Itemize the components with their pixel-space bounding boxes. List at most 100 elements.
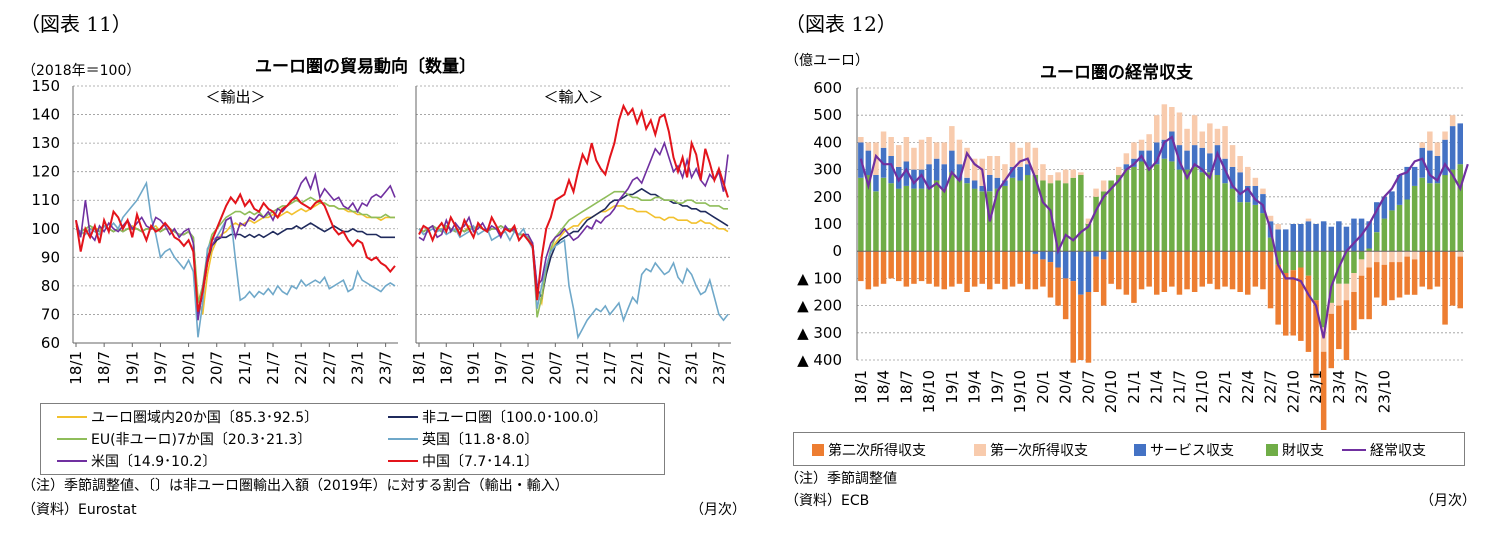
x-tick-label: 21/1 [1125, 370, 1143, 404]
bar-segment [1245, 185, 1251, 203]
bar-segment [1245, 251, 1251, 295]
bar-segment [1078, 251, 1084, 295]
bar-segment [1032, 175, 1039, 252]
bar-segment [911, 188, 917, 252]
x-tick-label: 21/1 [574, 351, 592, 385]
bar-segment [933, 180, 940, 252]
bar-segment [1404, 256, 1410, 295]
bar-segment [1305, 251, 1312, 276]
bar-segment [1396, 262, 1403, 298]
bar-segment [1100, 259, 1107, 306]
legend-label-noneuro: 非ユーロ圏〔100.0･100.0〕 [422, 410, 608, 426]
series-line-current-account [859, 135, 1469, 339]
bar-segment [1055, 172, 1061, 181]
legend-label-us: 米国〔14.9･10.2〕 [91, 454, 217, 470]
bar-segment [1275, 251, 1281, 265]
bar-segment [1336, 221, 1342, 252]
bar-segment [1002, 180, 1008, 186]
legend-item-china: 中国〔7.7･14.1〕 [388, 451, 538, 471]
x-tick-label: 19/7 [492, 351, 510, 385]
legend-label-china: 中国〔7.7･14.1〕 [422, 454, 539, 470]
bar-segment [1411, 251, 1418, 260]
bar-segment [1161, 139, 1168, 159]
bar-segment [1237, 251, 1243, 292]
x-tick-label: 18/4 [875, 370, 893, 404]
series-line-import-3 [418, 224, 729, 340]
bar-segment [1366, 248, 1372, 252]
bar-segment [994, 156, 1001, 178]
bar-segment [1085, 218, 1092, 224]
x-tick-label: 22/4 [1239, 370, 1257, 404]
bar-segment [1191, 251, 1198, 292]
legend-line-current [1342, 449, 1366, 451]
bar-segment [1396, 251, 1403, 263]
bar-segment [1358, 251, 1365, 260]
legend-item-current: 経常収支 [1342, 440, 1426, 460]
bar-segment [1131, 166, 1137, 252]
bar-segment [1093, 188, 1099, 197]
series-line-import-4 [418, 140, 729, 288]
bar-segment [1154, 251, 1160, 295]
fig12-period: （月次） [1420, 493, 1476, 509]
bar-segment [941, 142, 947, 165]
bar-segment [1085, 251, 1092, 292]
legend-item-eu7: EU(非ユーロ)7か国〔20.3･21.3〕 [57, 429, 311, 449]
bar-segment [1343, 300, 1350, 360]
bar-segment [1328, 226, 1334, 252]
series-line-export-5 [75, 192, 396, 312]
bar-segment [1078, 172, 1084, 175]
legend-label-goods: 財収支 [1282, 443, 1324, 459]
bar-segment [1442, 139, 1448, 176]
x-tick-label: 23/4 [1330, 370, 1348, 404]
fig11-legend: ユーロ圏域内20か国〔85.3･92.5〕 非ユーロ圏〔100.0･100.0〕… [40, 403, 665, 475]
x-tick-label: 19/7 [988, 370, 1006, 404]
x-tick-label: 19/7 [151, 351, 169, 385]
bar-segment [1313, 251, 1319, 301]
bar-segment [896, 251, 902, 282]
bar-segment [1032, 251, 1039, 254]
x-tick-label: 18/1 [410, 351, 428, 385]
bar-segment [1358, 259, 1365, 276]
bar-segment [911, 251, 917, 284]
bar-segment [949, 251, 955, 287]
legend-label-current: 経常収支 [1370, 443, 1426, 459]
bar-segment [1229, 166, 1236, 189]
y-tick-label: 300 [813, 161, 842, 179]
bar-segment [918, 139, 925, 170]
bar-segment [1154, 115, 1160, 143]
bar-segment [1017, 251, 1023, 284]
bar-segment [865, 150, 872, 176]
bar-segment [1328, 313, 1334, 369]
legend-line-china [388, 460, 418, 462]
bar-segment [1191, 166, 1198, 252]
bar-segment [1290, 270, 1296, 336]
bar-segment [1116, 175, 1122, 252]
bar-segment [1267, 237, 1274, 252]
bar-segment [858, 251, 864, 282]
legend-item-service: サービス収支 [1134, 440, 1234, 460]
y-tick-label: 200 [813, 188, 842, 206]
y-tick-label: 70 [41, 305, 60, 323]
bar-segment [1207, 153, 1213, 173]
legend-line-uk [388, 438, 418, 440]
bar-segment [1351, 218, 1357, 252]
bar-segment [941, 188, 947, 252]
bar-segment [1427, 131, 1433, 151]
x-tick-label: 22/7 [320, 351, 338, 385]
x-tick-label: 20/1 [180, 351, 198, 385]
bar-segment [1009, 142, 1016, 167]
bar-segment [918, 251, 925, 282]
bar-segment [1275, 264, 1281, 325]
bar-segment [949, 172, 955, 252]
bar-segment [1093, 196, 1099, 252]
fig11-unit: （2018年＝100） [22, 63, 141, 79]
bar-segment [1419, 251, 1425, 287]
y-tick-label: ▲ 400 [797, 351, 842, 369]
bar-segment [1062, 183, 1069, 252]
series-line-export-2 [75, 196, 395, 304]
x-tick-label: 18/7 [897, 370, 915, 404]
bar-segment [903, 185, 910, 252]
bar-segment [1184, 251, 1190, 290]
bar-segment [1290, 224, 1296, 252]
bar-segment [1222, 126, 1228, 159]
